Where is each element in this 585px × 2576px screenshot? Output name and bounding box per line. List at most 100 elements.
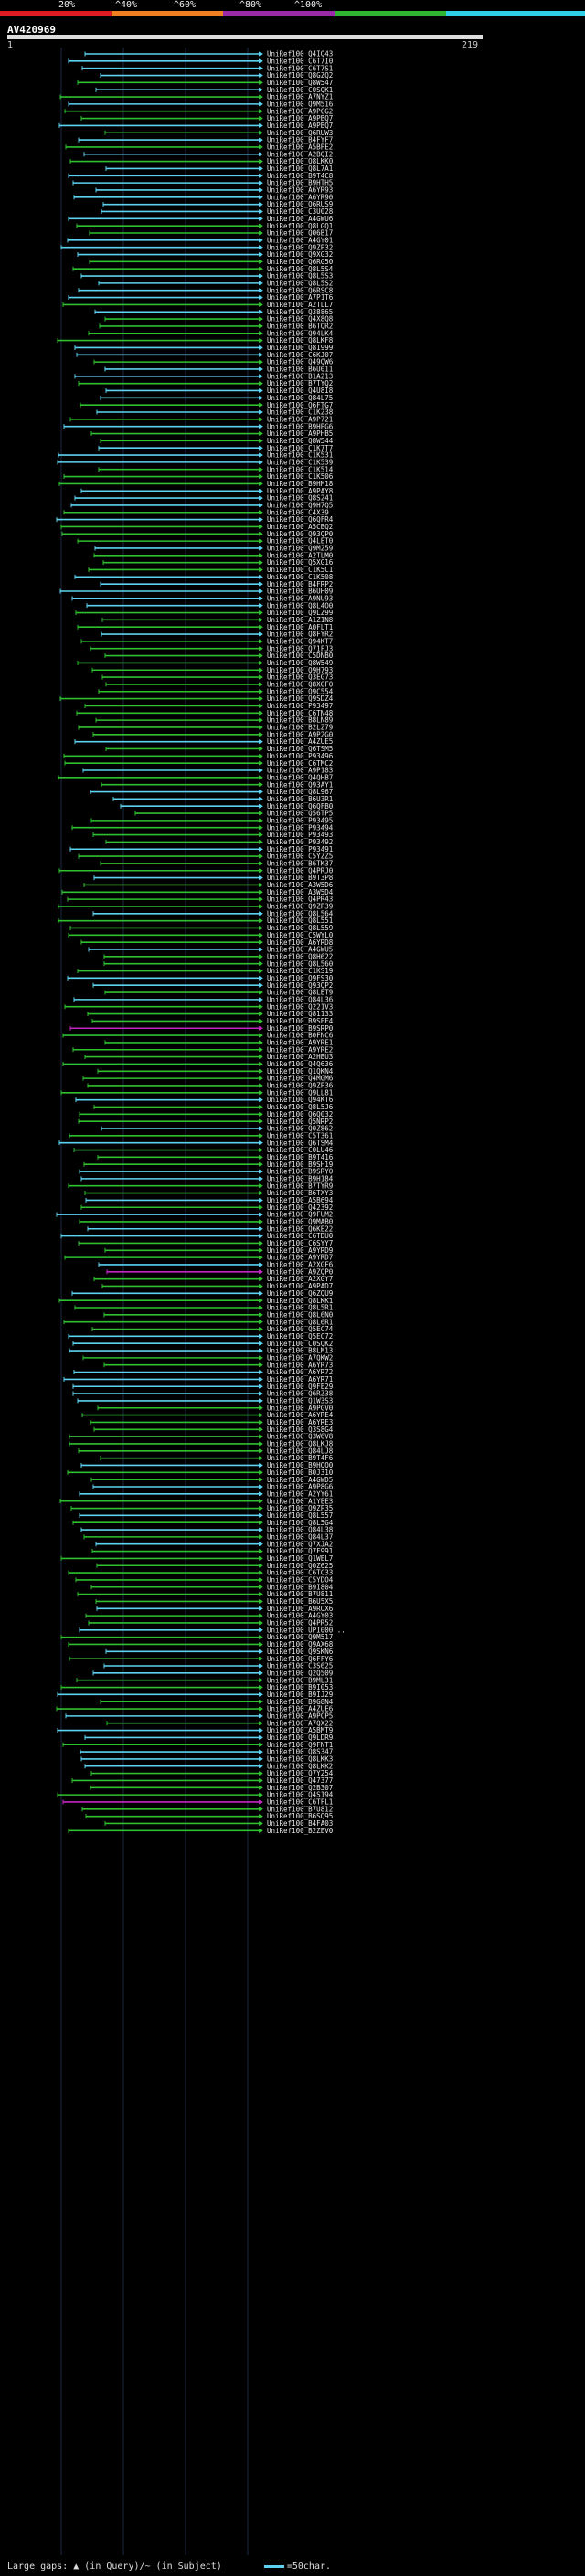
hit-label[interactable]: UniRef100_Q8L559 <box>267 924 333 932</box>
hit-label[interactable]: UniRef100_A7QX22 <box>267 1719 333 1727</box>
hit-label[interactable]: UniRef100_Q4U8I8 <box>267 387 334 395</box>
hit-label[interactable]: UniRef100_C3S625 <box>267 1662 333 1670</box>
hit-label[interactable]: UniRef100_B9SH19 <box>267 1161 333 1169</box>
hit-label[interactable]: UniRef100_B9T4C8 <box>267 172 334 180</box>
hit-label[interactable]: UniRef100_Q49QW6 <box>267 358 334 366</box>
hit-label[interactable]: UniRef100_Q8W549 <box>267 659 333 667</box>
hit-label[interactable]: UniRef100_A4GWD5 <box>267 1476 333 1484</box>
hit-label[interactable]: UniRef100_A6YRD8 <box>267 938 334 947</box>
hit-label[interactable]: UniRef100_Q8L557 <box>267 1511 333 1520</box>
hit-label[interactable]: UniRef100_Q9LDR9 <box>267 1733 333 1742</box>
hit-label[interactable]: UniRef100_Q8L551 <box>267 917 333 925</box>
hit-label[interactable]: UniRef100_C6TFL1 <box>267 1798 333 1807</box>
hit-label[interactable]: UniRef100_C5YDO4 <box>267 1576 334 1585</box>
hit-label[interactable]: UniRef100_C6T7I0 <box>267 57 334 65</box>
hit-label[interactable]: UniRef100_Q93QP0 <box>267 530 334 538</box>
hit-label[interactable]: UniRef100_B9H184 <box>267 1174 334 1182</box>
hit-label[interactable]: UniRef100_B6UH09 <box>267 588 333 596</box>
hit-label[interactable]: UniRef100_Q6RG50 <box>267 258 334 266</box>
hit-label[interactable]: UniRef100_Q47377 <box>267 1776 333 1785</box>
hit-label[interactable]: UniRef100_Q94KT7 <box>267 637 333 645</box>
hit-label[interactable]: UniRef100_B8LM13 <box>267 1347 333 1355</box>
hit-label[interactable]: UniRef100_A4GY03 <box>267 1612 333 1620</box>
hit-label[interactable]: UniRef100_Q8L7A1 <box>267 164 333 173</box>
hit-label[interactable]: UniRef100_C0LU46 <box>267 1146 334 1154</box>
hit-label[interactable]: UniRef100_Q8W544 <box>267 437 334 445</box>
hit-label[interactable]: UniRef100_Q8LKK0 <box>267 157 334 165</box>
hit-label[interactable]: UniRef100_A0FLT1 <box>267 623 333 631</box>
hit-label[interactable]: UniRef100_Q8FYR2 <box>267 631 333 639</box>
hit-label[interactable]: UniRef100_Q84L75 <box>267 394 333 402</box>
hit-label[interactable]: UniRef100_A5BPE2 <box>267 143 333 152</box>
hit-label[interactable]: UniRef100_C1K238 <box>267 408 334 417</box>
hit-label[interactable]: UniRef100_B9HPG6 <box>267 422 334 430</box>
hit-label[interactable]: UniRef100_A6YR73 <box>267 1361 333 1369</box>
hit-label[interactable]: UniRef100_B9T3P8 <box>267 874 334 882</box>
hit-label[interactable]: UniRef100_P93491 <box>267 845 333 853</box>
hit-label[interactable]: UniRef100_A2XGY7 <box>267 1275 333 1283</box>
hit-label[interactable]: UniRef100_Q5EC72 <box>267 1332 333 1341</box>
hit-label[interactable]: UniRef100_Q8L5S2 <box>267 279 333 287</box>
hit-label[interactable]: UniRef100_Q4S194 <box>267 1791 334 1799</box>
hit-label[interactable]: UniRef100_Q93QP2 <box>267 981 333 990</box>
hit-label[interactable]: UniRef100_Q9M516 <box>267 100 334 108</box>
hit-label[interactable]: UniRef100_B9T416 <box>267 1153 334 1161</box>
hit-label[interactable]: UniRef100_Q42392 <box>267 1203 333 1212</box>
hit-label[interactable]: UniRef100_Q6TSM4 <box>267 1139 334 1147</box>
hit-label[interactable]: UniRef100_A9PBQ7 <box>267 122 333 130</box>
hit-label[interactable]: UniRef100_Q4Q636 <box>267 1060 334 1068</box>
hit-label[interactable]: UniRef100_Q84LJ8 <box>267 1447 334 1455</box>
hit-label[interactable]: UniRef100_UPI000... <box>267 1626 346 1634</box>
hit-label[interactable]: UniRef100_B9IJ29 <box>267 1691 333 1699</box>
hit-label[interactable]: UniRef100_A9PHB5 <box>267 429 333 438</box>
hit-label[interactable]: UniRef100_B4FYF7 <box>267 136 333 144</box>
hit-label[interactable]: UniRef100_Q4LET0 <box>267 537 334 546</box>
hit-label[interactable]: UniRef100_Q9LZ99 <box>267 609 333 617</box>
hit-label[interactable]: UniRef100_Q84L37 <box>267 1532 333 1541</box>
hit-label[interactable]: UniRef100_B1A213 <box>267 372 333 380</box>
hit-label[interactable]: UniRef100_Q9ZP32 <box>267 243 333 251</box>
hit-label[interactable]: UniRef100_C5T361 <box>267 1131 333 1140</box>
hit-label[interactable]: UniRef100_Q8L5G4 <box>267 1519 334 1527</box>
hit-label[interactable]: UniRef100_Q84L36 <box>267 995 334 1003</box>
hit-label[interactable]: UniRef100_B6TQR2 <box>267 323 333 331</box>
hit-label[interactable]: UniRef100_Q4PR52 <box>267 1619 333 1627</box>
hit-label[interactable]: UniRef100_Q8LKK1 <box>267 1297 333 1305</box>
hit-label[interactable]: UniRef100_Q9M517 <box>267 1633 333 1641</box>
hit-label[interactable]: UniRef100_Q9FUM2 <box>267 1211 333 1219</box>
hit-label[interactable]: UniRef100_Q5EC74 <box>267 1325 334 1333</box>
hit-label[interactable]: UniRef100_A5BMT9 <box>267 1726 333 1734</box>
hit-label[interactable]: UniRef100_Q6ZQU9 <box>267 1289 333 1298</box>
hit-label[interactable]: UniRef100_Q6QFB0 <box>267 802 334 811</box>
hit-label[interactable]: UniRef100_Q06B17 <box>267 229 333 238</box>
hit-label[interactable]: UniRef100_C1K514 <box>267 465 334 473</box>
hit-label[interactable]: UniRef100_Q0Z862 <box>267 1125 333 1133</box>
hit-label[interactable]: UniRef100_Q9C554 <box>267 687 334 695</box>
hit-label[interactable]: UniRef100_B7TYQ2 <box>267 379 333 387</box>
hit-label[interactable]: UniRef100_B4FRP2 <box>267 580 333 588</box>
hit-label[interactable]: UniRef100_Q5NRP2 <box>267 1118 333 1126</box>
hit-label[interactable]: UniRef100_C1K7T7 <box>267 444 333 452</box>
hit-label[interactable]: UniRef100_Q4PR43 <box>267 896 333 904</box>
hit-label[interactable]: UniRef100_B2ZEV0 <box>267 1827 334 1835</box>
hit-label[interactable]: UniRef100_Q4X8Q8 <box>267 315 334 323</box>
hit-label[interactable]: UniRef100_Q8L4O0 <box>267 601 334 610</box>
hit-label[interactable]: UniRef100_C6TN48 <box>267 709 334 717</box>
hit-label[interactable]: UniRef100_A9P2G0 <box>267 730 334 738</box>
hit-label[interactable]: UniRef100_A9P721 <box>267 415 333 423</box>
hit-label[interactable]: UniRef100_Q6Q032 <box>267 1110 333 1118</box>
hit-label[interactable]: UniRef100_A5CBQ2 <box>267 523 333 531</box>
hit-label[interactable]: UniRef100_B6U011 <box>267 366 333 374</box>
hit-label[interactable]: UniRef100_Q6FTG7 <box>267 401 333 409</box>
hit-label[interactable]: UniRef100_Q4IQ43 <box>267 50 333 58</box>
hit-label[interactable]: UniRef100_C6TMC2 <box>267 759 333 768</box>
hit-label[interactable]: UniRef100_Q8L5S4 <box>267 265 334 273</box>
hit-label[interactable]: UniRef100_A2TLM0 <box>267 551 334 559</box>
hit-label[interactable]: UniRef100_B7TYR9 <box>267 1182 333 1190</box>
hit-label[interactable]: UniRef100_Q8H622 <box>267 952 333 960</box>
hit-label[interactable]: UniRef100_B8LN89 <box>267 716 333 725</box>
hit-label[interactable]: UniRef100_Q9SDZ4 <box>267 694 334 703</box>
hit-label[interactable]: UniRef100_A9ZQP0 <box>267 1267 334 1276</box>
hit-label[interactable]: UniRef100_A6YR71 <box>267 1375 333 1383</box>
hit-label[interactable]: UniRef100_A2HBU3 <box>267 1053 333 1061</box>
